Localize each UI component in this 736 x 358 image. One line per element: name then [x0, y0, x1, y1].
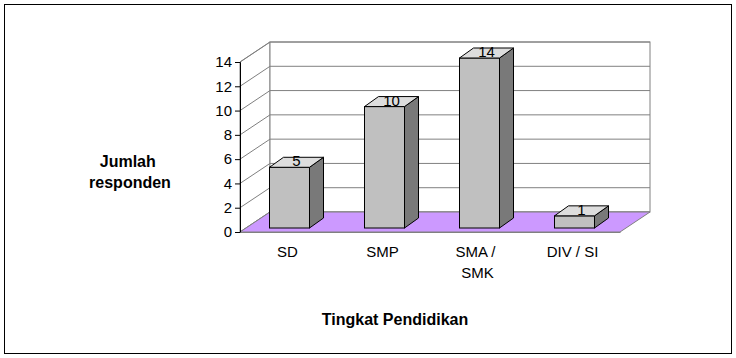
tick-label: 0 [224, 223, 232, 240]
tick-label: DIV / SI [547, 243, 599, 260]
tick: 2 [224, 199, 240, 216]
grid-line [240, 42, 650, 62]
tick-label: 6 [224, 150, 232, 167]
bar-front [460, 58, 500, 228]
tick-mark [235, 111, 240, 112]
grid-line [240, 115, 650, 135]
tick-label: 10 [215, 102, 232, 119]
bar [460, 48, 514, 228]
tick-label: SD [277, 243, 298, 260]
tick: SMA / SMK [455, 232, 499, 281]
tick: DIV / SI [547, 232, 599, 260]
tick-label: 12 [215, 78, 232, 95]
data-label: 1 [577, 201, 585, 218]
tick-label: 4 [224, 175, 232, 192]
side-wall [240, 42, 270, 232]
bar-side [405, 97, 419, 228]
data-labels: 5 10 14 1 [292, 43, 585, 218]
grid [240, 42, 650, 232]
axis-line [241, 232, 621, 233]
tick: 10 [215, 102, 240, 119]
data-label: 10 [383, 92, 400, 109]
tick-label: 8 [224, 126, 232, 143]
tick: 14 [215, 53, 240, 70]
x-axis-title: Tingkat Pendidikan [322, 311, 468, 328]
tick-mark [235, 159, 240, 160]
bars [270, 48, 609, 228]
y-axis: 0 2 4 6 8 10 12 14 [215, 53, 240, 240]
grid-line [240, 66, 650, 86]
data-label: 14 [478, 43, 495, 60]
tick-mark [235, 232, 240, 233]
tick-label: SMA / SMK [455, 243, 499, 281]
bar-front [555, 216, 595, 228]
tick-label: SMP [366, 243, 399, 260]
tick: 6 [224, 150, 240, 167]
frame [5, 5, 732, 354]
tick: 12 [215, 78, 240, 95]
x-axis: SD SMP SMA / SMK DIV / SI [241, 232, 621, 281]
data-label: 5 [292, 152, 300, 169]
tick: 4 [224, 175, 240, 192]
chart: 51014102468101214SDSMPSMA / SMKDIV / SIT… [0, 0, 736, 358]
tick-mark [235, 62, 240, 63]
bar-front [365, 107, 405, 228]
bar-front [270, 167, 310, 228]
tick-label: 2 [224, 199, 232, 216]
tick: SMP [366, 232, 399, 260]
tick: 0 [224, 223, 240, 240]
bar-side [500, 48, 514, 228]
bar [365, 97, 419, 228]
tick-label: 14 [215, 53, 232, 70]
grid-line [240, 139, 650, 159]
tick-mark [235, 135, 240, 136]
y-axis-title: Jumlah responden [89, 153, 171, 191]
axis-line [235, 63, 241, 233]
tick: 8 [224, 126, 240, 143]
tick-mark [235, 183, 240, 184]
grid-line [240, 91, 650, 111]
tick-mark [235, 86, 240, 87]
bar-side [310, 157, 324, 228]
tick: SD [277, 232, 298, 260]
tick-mark [235, 208, 240, 209]
